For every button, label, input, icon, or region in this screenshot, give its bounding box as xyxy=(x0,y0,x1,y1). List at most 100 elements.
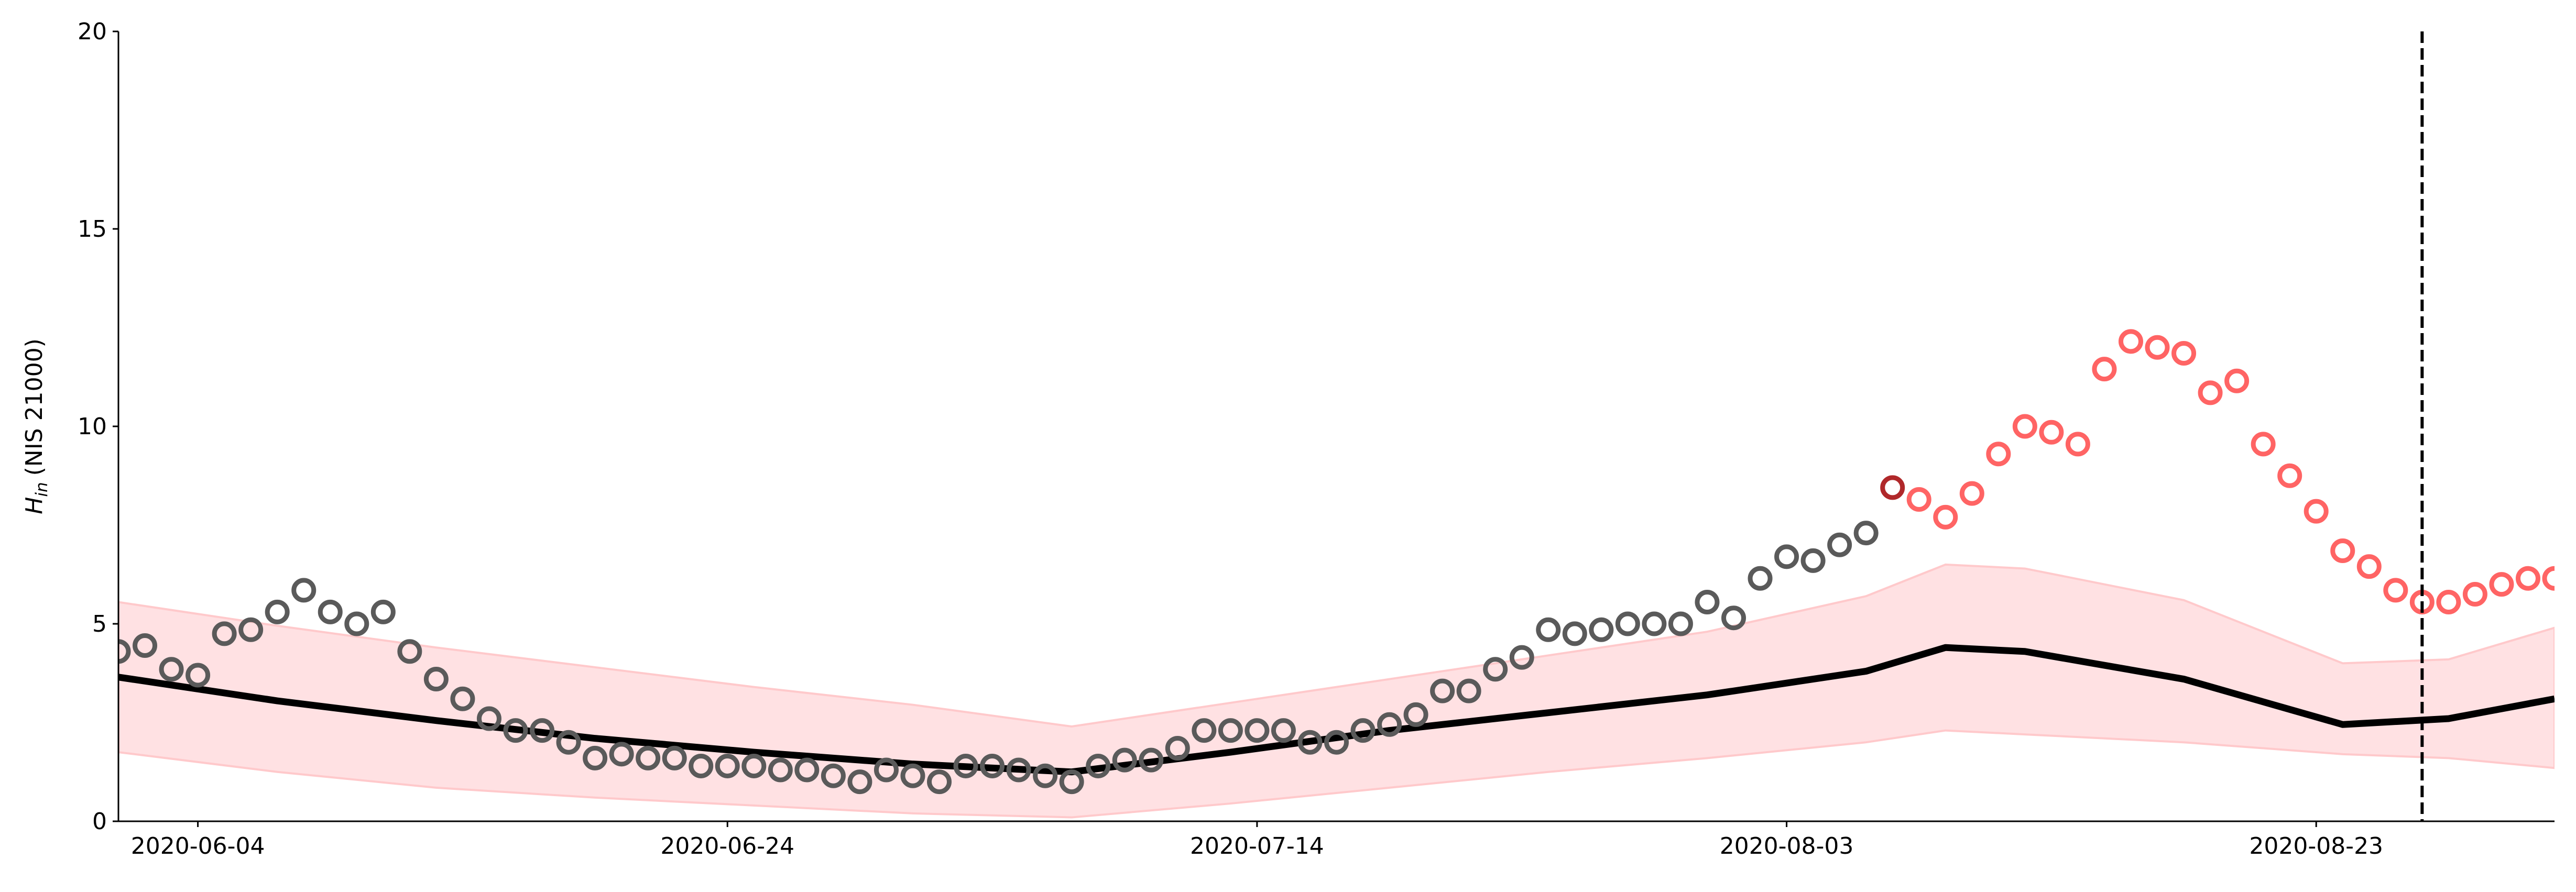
x-tick-label: 2020-08-03 xyxy=(1720,833,1854,860)
data-point xyxy=(583,745,608,770)
data-point xyxy=(953,753,978,778)
data-point xyxy=(1350,718,1376,743)
y-label-unit: (NIS 21000) xyxy=(21,338,48,476)
confidence-band xyxy=(118,563,2555,819)
x-tick-label: 2020-07-14 xyxy=(1190,833,1324,860)
x-tick-label: 2020-06-04 xyxy=(131,833,265,860)
data-point xyxy=(1959,481,1984,506)
data-point xyxy=(980,753,1005,778)
y-tick-label: 15 xyxy=(78,216,107,243)
data-point xyxy=(1986,442,2011,467)
data-point xyxy=(1615,611,1640,636)
data-point xyxy=(238,617,264,642)
x-tick-label: 2020-08-23 xyxy=(2249,833,2383,860)
data-point xyxy=(1192,718,1217,743)
data-point xyxy=(1086,753,1111,778)
data-point xyxy=(662,745,687,770)
data-point xyxy=(1218,718,1243,743)
data-point xyxy=(503,718,528,743)
data-point xyxy=(847,769,872,795)
data-point xyxy=(1695,590,1720,615)
data-point xyxy=(1906,487,1931,512)
data-point xyxy=(318,599,343,624)
data-point xyxy=(159,657,184,682)
data-point xyxy=(2542,566,2555,591)
data-point xyxy=(1377,712,1402,737)
data-point xyxy=(1933,504,1958,530)
data-point xyxy=(133,633,158,658)
data-point xyxy=(530,718,555,743)
data-point xyxy=(185,663,211,688)
data-point xyxy=(900,763,925,788)
data-point xyxy=(2489,572,2514,597)
data-point xyxy=(1536,617,1561,642)
data-point xyxy=(370,599,396,624)
data-point xyxy=(1456,678,1481,703)
x-tick-label: 2020-06-24 xyxy=(660,833,794,860)
data-point xyxy=(1403,702,1428,727)
data-point xyxy=(2012,414,2037,439)
data-point xyxy=(1112,747,1137,773)
data-point xyxy=(476,706,501,731)
data-point xyxy=(2515,566,2540,591)
data-point xyxy=(1589,617,1614,642)
data-point xyxy=(2198,380,2223,405)
data-point xyxy=(1853,521,1879,546)
data-point xyxy=(1324,730,1349,755)
data-point xyxy=(2092,357,2117,382)
data-point xyxy=(1800,548,1826,573)
data-point xyxy=(423,667,449,692)
data-point xyxy=(2383,578,2408,603)
data-point xyxy=(212,621,237,646)
fit-line xyxy=(118,644,2555,776)
data-point xyxy=(556,730,581,755)
data-point xyxy=(636,745,661,770)
data-point xyxy=(2118,329,2143,354)
data-point xyxy=(1297,730,1323,755)
data-point xyxy=(2356,554,2382,579)
data-point xyxy=(1827,532,1852,557)
data-point xyxy=(1033,763,1058,788)
y-label-symbol: H xyxy=(21,497,48,514)
data-point xyxy=(1721,605,1746,631)
data-point xyxy=(741,753,767,778)
data-point xyxy=(344,611,369,636)
y-tick-label: 5 xyxy=(92,611,107,637)
data-point xyxy=(1562,621,1587,646)
data-point xyxy=(1059,769,1084,795)
y-axis-label: Hin (NIS 21000) xyxy=(21,338,51,514)
data-point xyxy=(1774,544,1799,569)
data-point xyxy=(2304,499,2329,524)
data-point xyxy=(1668,611,1693,636)
data-point xyxy=(768,757,793,783)
data-point xyxy=(2171,341,2197,366)
data-point xyxy=(927,769,952,795)
data-point xyxy=(1642,611,1667,636)
y-tick-label: 0 xyxy=(92,808,107,835)
data-point xyxy=(2145,335,2170,360)
data-point xyxy=(2277,463,2302,488)
data-point xyxy=(2224,368,2250,393)
data-point xyxy=(1430,678,1455,703)
data-point xyxy=(821,763,846,788)
data-point xyxy=(715,753,740,778)
data-point xyxy=(1165,736,1190,761)
data-point xyxy=(1748,566,1773,591)
data-point xyxy=(2330,538,2355,564)
data-point xyxy=(2065,432,2090,457)
data-point xyxy=(291,578,316,603)
data-point xyxy=(450,686,475,711)
data-point xyxy=(689,753,714,778)
data-point xyxy=(2039,420,2064,445)
plot-area xyxy=(118,329,2555,819)
data-point xyxy=(1139,747,1164,773)
data-point xyxy=(609,742,634,767)
data-point xyxy=(874,757,899,783)
y-tick-label: 10 xyxy=(78,413,107,440)
data-point xyxy=(1880,475,1905,500)
data-point xyxy=(2462,581,2487,607)
data-point xyxy=(118,639,131,664)
data-point xyxy=(2251,432,2276,457)
data-point xyxy=(265,599,290,624)
